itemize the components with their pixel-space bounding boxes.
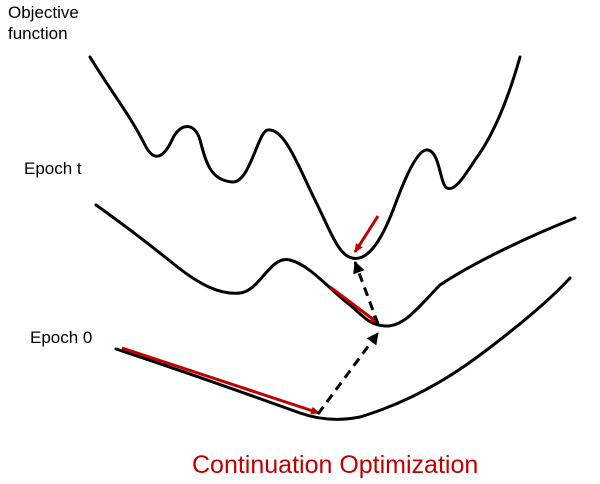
- descent-arrow-epoch-0: [121, 346, 320, 415]
- epoch-t-curve: [94, 203, 577, 328]
- descent-arrow-epoch-t: [329, 285, 379, 325]
- objective-function-label: Objective function: [8, 3, 79, 43]
- epoch-0-label: Epoch 0: [30, 328, 93, 347]
- epoch-t-label: Epoch t: [24, 159, 82, 178]
- transfer-arrow-epoch-0-to-t: [316, 332, 380, 415]
- diagram-caption: Continuation Optimization: [192, 451, 479, 479]
- epoch-0-curve: [114, 276, 572, 421]
- descent-arrow-objective: [353, 215, 380, 253]
- objective-curve: [88, 55, 522, 260]
- transfer-arrow-t-to-objective: [353, 261, 380, 325]
